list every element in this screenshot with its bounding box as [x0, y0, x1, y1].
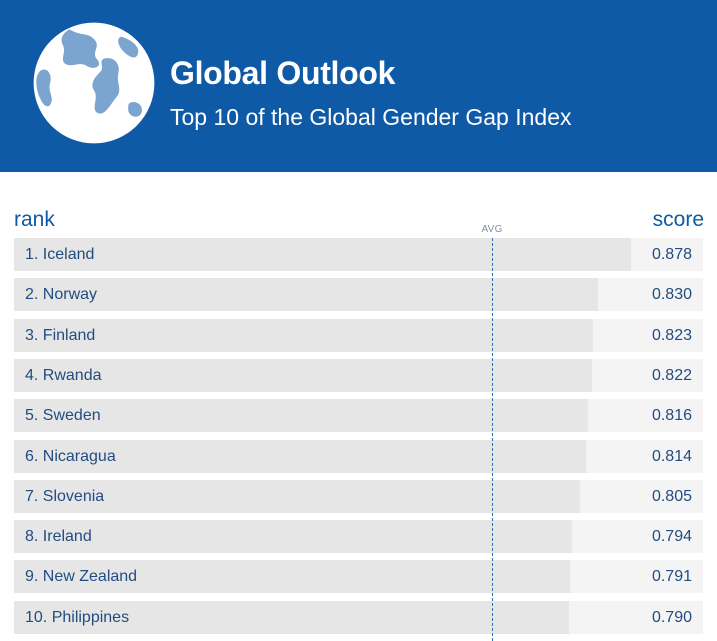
- bar-category-label: 5. Sweden: [25, 407, 101, 425]
- bar-value-label: 0.878: [651, 246, 692, 263]
- bar-row: 3. Finland 0.823: [14, 318, 703, 352]
- bar-value-label: 0.790: [651, 608, 692, 626]
- bar: [14, 520, 572, 554]
- bar-row: 4. Rwanda 0.822: [14, 358, 703, 392]
- page-title: Global Outlook: [170, 55, 396, 91]
- bar-row: 7. Slovenia 0.805: [14, 479, 703, 513]
- bar-row: 6. Nicaragua 0.814: [14, 439, 703, 473]
- bar-category-label: 3. Finland: [25, 326, 96, 344]
- bar-category-label: 7. Slovenia: [25, 487, 105, 505]
- bar-row: 5. Sweden 0.816: [14, 399, 703, 433]
- bar: [14, 278, 598, 312]
- gender-gap-bar-chart: rank score AVG 1. Iceland 0.878 2. Norway 0…: [0, 172, 717, 641]
- bar: [14, 600, 569, 634]
- bar: [14, 238, 631, 271]
- header-banner: Global Outlook Top 10 of the Global Gend…: [0, 0, 717, 172]
- bar: [14, 479, 580, 513]
- bar-row: 2. Norway 0.830: [14, 278, 703, 312]
- bar-row: 1. Iceland 0.878: [14, 238, 703, 271]
- bar-value-label: 0.830: [651, 286, 692, 304]
- bar-value-label: 0.823: [651, 326, 692, 344]
- bar-category-label: 4. Rwanda: [25, 366, 102, 384]
- bar-category-label: 6. Nicaragua: [25, 447, 116, 465]
- bar: [14, 358, 592, 392]
- bar-value-label: 0.816: [651, 407, 692, 425]
- bar-category-label: 10. Philippines: [25, 608, 130, 626]
- globe-icon: [33, 22, 155, 144]
- page-subtitle: Top 10 of the Global Gender Gap Index: [170, 104, 572, 130]
- bar: [14, 318, 593, 352]
- rank-column-header: rank: [14, 208, 55, 231]
- avg-line: [492, 238, 494, 641]
- bar-value-label: 0.794: [651, 528, 692, 546]
- bar: [14, 560, 570, 594]
- bar-row: 8. Ireland 0.794: [14, 520, 703, 554]
- bar: [14, 439, 586, 473]
- bar-value-label: 0.822: [651, 366, 692, 384]
- bar-row: 9. New Zealand 0.791: [14, 560, 703, 594]
- avg-label: AVG: [481, 224, 503, 235]
- bar-value-label: 0.814: [651, 447, 692, 465]
- bar-category-label: 8. Ireland: [25, 528, 92, 546]
- score-column-header: score: [652, 208, 704, 231]
- bar-value-label: 0.791: [651, 568, 692, 586]
- bar-row: 10. Philippines 0.790: [14, 600, 703, 634]
- bar-category-label: 9. New Zealand: [25, 568, 138, 586]
- bar-category-label: 2. Norway: [25, 286, 98, 304]
- bar-value-label: 0.805: [651, 487, 692, 505]
- bar-category-label: 1. Iceland: [25, 246, 95, 263]
